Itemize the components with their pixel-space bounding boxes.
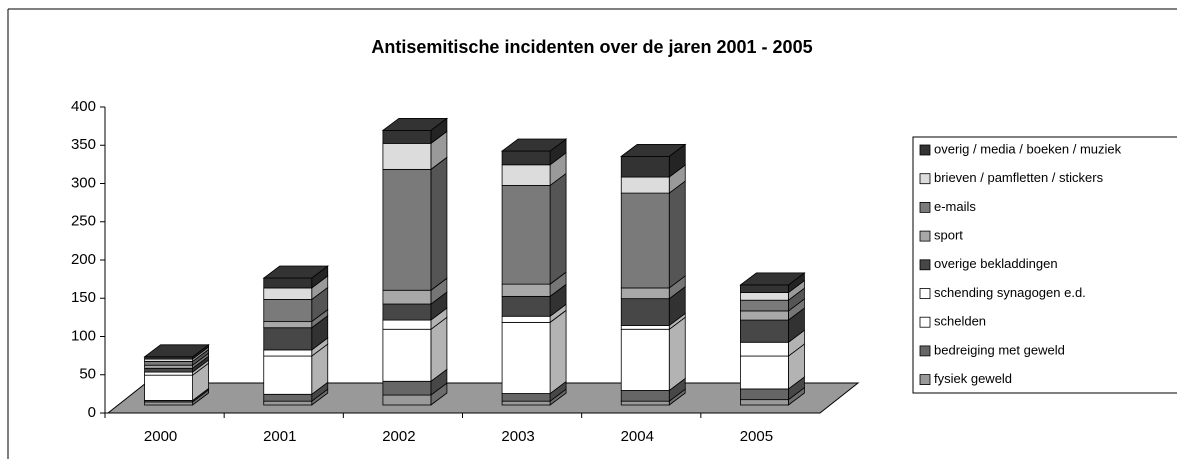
legend-label: fysiek geweld	[934, 371, 1012, 386]
legend-swatch	[919, 345, 931, 357]
bar-segment	[263, 393, 313, 402]
bar-segment	[263, 327, 313, 351]
bar-top	[500, 138, 568, 152]
bar-segment	[740, 399, 789, 406]
x-tick-label: 2003	[501, 428, 534, 445]
y-tick-label: 300	[71, 174, 96, 191]
bar-segment	[263, 299, 313, 323]
bar-segment	[144, 360, 193, 366]
bar-segment	[501, 400, 551, 406]
bar-segment	[620, 176, 670, 194]
legend-label: overig / media / boeken / muziek	[934, 141, 1122, 156]
legend-label: bedreiging met geweld	[934, 342, 1065, 357]
y-tick-label: 250	[71, 213, 96, 230]
legend-label: sport	[934, 228, 963, 243]
bar-segment	[501, 393, 551, 402]
bar-segment	[144, 367, 193, 373]
bar-segment	[620, 155, 670, 178]
bar-segment	[382, 142, 432, 170]
bar-segment	[501, 321, 551, 394]
bar-segment	[620, 400, 670, 406]
bar-segment	[501, 164, 551, 186]
legend-label: overige bekladdingen	[934, 256, 1058, 271]
bar-segment	[382, 394, 432, 406]
bar-segment	[740, 292, 789, 301]
bar-segment	[382, 328, 432, 382]
bar-top	[143, 344, 210, 358]
y-tick-label: 0	[88, 404, 96, 421]
x-tick-label: 2002	[382, 428, 415, 445]
bar-segment	[501, 295, 551, 317]
x-tick-label: 2004	[621, 428, 654, 445]
x-tick-label: 2000	[144, 428, 177, 445]
bar-segment	[740, 284, 789, 293]
legend-label: e-mails	[934, 199, 976, 214]
bar-segment	[263, 277, 313, 289]
bar-segment	[382, 129, 432, 144]
bar-segment	[144, 371, 193, 376]
bar-segment	[382, 303, 432, 321]
bar-segment	[620, 390, 670, 402]
bar-top	[620, 143, 687, 157]
legend-label: schending synagogen e.d.	[934, 285, 1086, 300]
y-tick-label: 100	[71, 327, 96, 344]
bar-segment	[620, 192, 670, 289]
bar-segment	[620, 287, 670, 300]
legend-swatch	[919, 259, 931, 271]
bar-segment	[144, 374, 193, 401]
bar-segment	[263, 287, 313, 300]
bar-segment	[382, 168, 432, 291]
y-tick-label: 350	[71, 136, 96, 153]
bar-segment	[382, 380, 432, 396]
bar-side	[668, 316, 686, 392]
bar-segment	[382, 319, 432, 330]
bar-segment	[144, 364, 193, 369]
bar-segment	[501, 150, 551, 166]
bar-segment	[740, 310, 789, 321]
bar-side	[549, 172, 567, 285]
y-tick-label: 400	[71, 98, 96, 115]
y-tick-label: 200	[71, 251, 96, 268]
x-tick-label: 2005	[740, 428, 773, 445]
bar-top	[739, 272, 806, 286]
y-tick-label: 150	[71, 289, 96, 306]
legend-swatch	[919, 230, 931, 242]
bar-segment	[263, 355, 313, 395]
bar-top	[262, 265, 329, 279]
legend-label: schelden	[934, 314, 986, 329]
legend-swatch	[919, 144, 931, 156]
bar-segment	[263, 349, 313, 357]
bar-segment	[501, 185, 551, 285]
legend	[912, 136, 1177, 394]
bar-segment	[620, 298, 670, 326]
bar-top	[381, 117, 449, 131]
bar-segment	[501, 283, 551, 297]
legend-swatch	[919, 201, 931, 213]
legend-label: brieven / pamfletten / stickers	[934, 170, 1104, 185]
bar-segment	[740, 319, 789, 343]
x-tick-label: 2001	[263, 428, 296, 445]
bar-segment	[740, 299, 789, 312]
bar-segment	[501, 315, 551, 323]
bar-segment	[263, 321, 313, 329]
bar-segment	[740, 355, 789, 390]
legend-swatch	[919, 316, 931, 328]
chart-title: Antisemitische incidenten over de jaren …	[371, 37, 812, 57]
bar-segment	[620, 325, 670, 330]
bar-segment	[263, 400, 313, 406]
legend-swatch	[919, 374, 931, 386]
bar-segment	[382, 289, 432, 305]
legend-swatch	[919, 173, 931, 185]
bar-side	[430, 156, 448, 292]
y-tick-label: 50	[79, 366, 96, 383]
bar-side	[549, 309, 567, 395]
bar-side	[668, 180, 686, 289]
legend-swatch	[919, 288, 931, 299]
bar-segment	[144, 401, 193, 406]
bar-segment	[620, 328, 670, 391]
bar-segment	[740, 341, 789, 357]
bar-segment	[740, 388, 789, 401]
